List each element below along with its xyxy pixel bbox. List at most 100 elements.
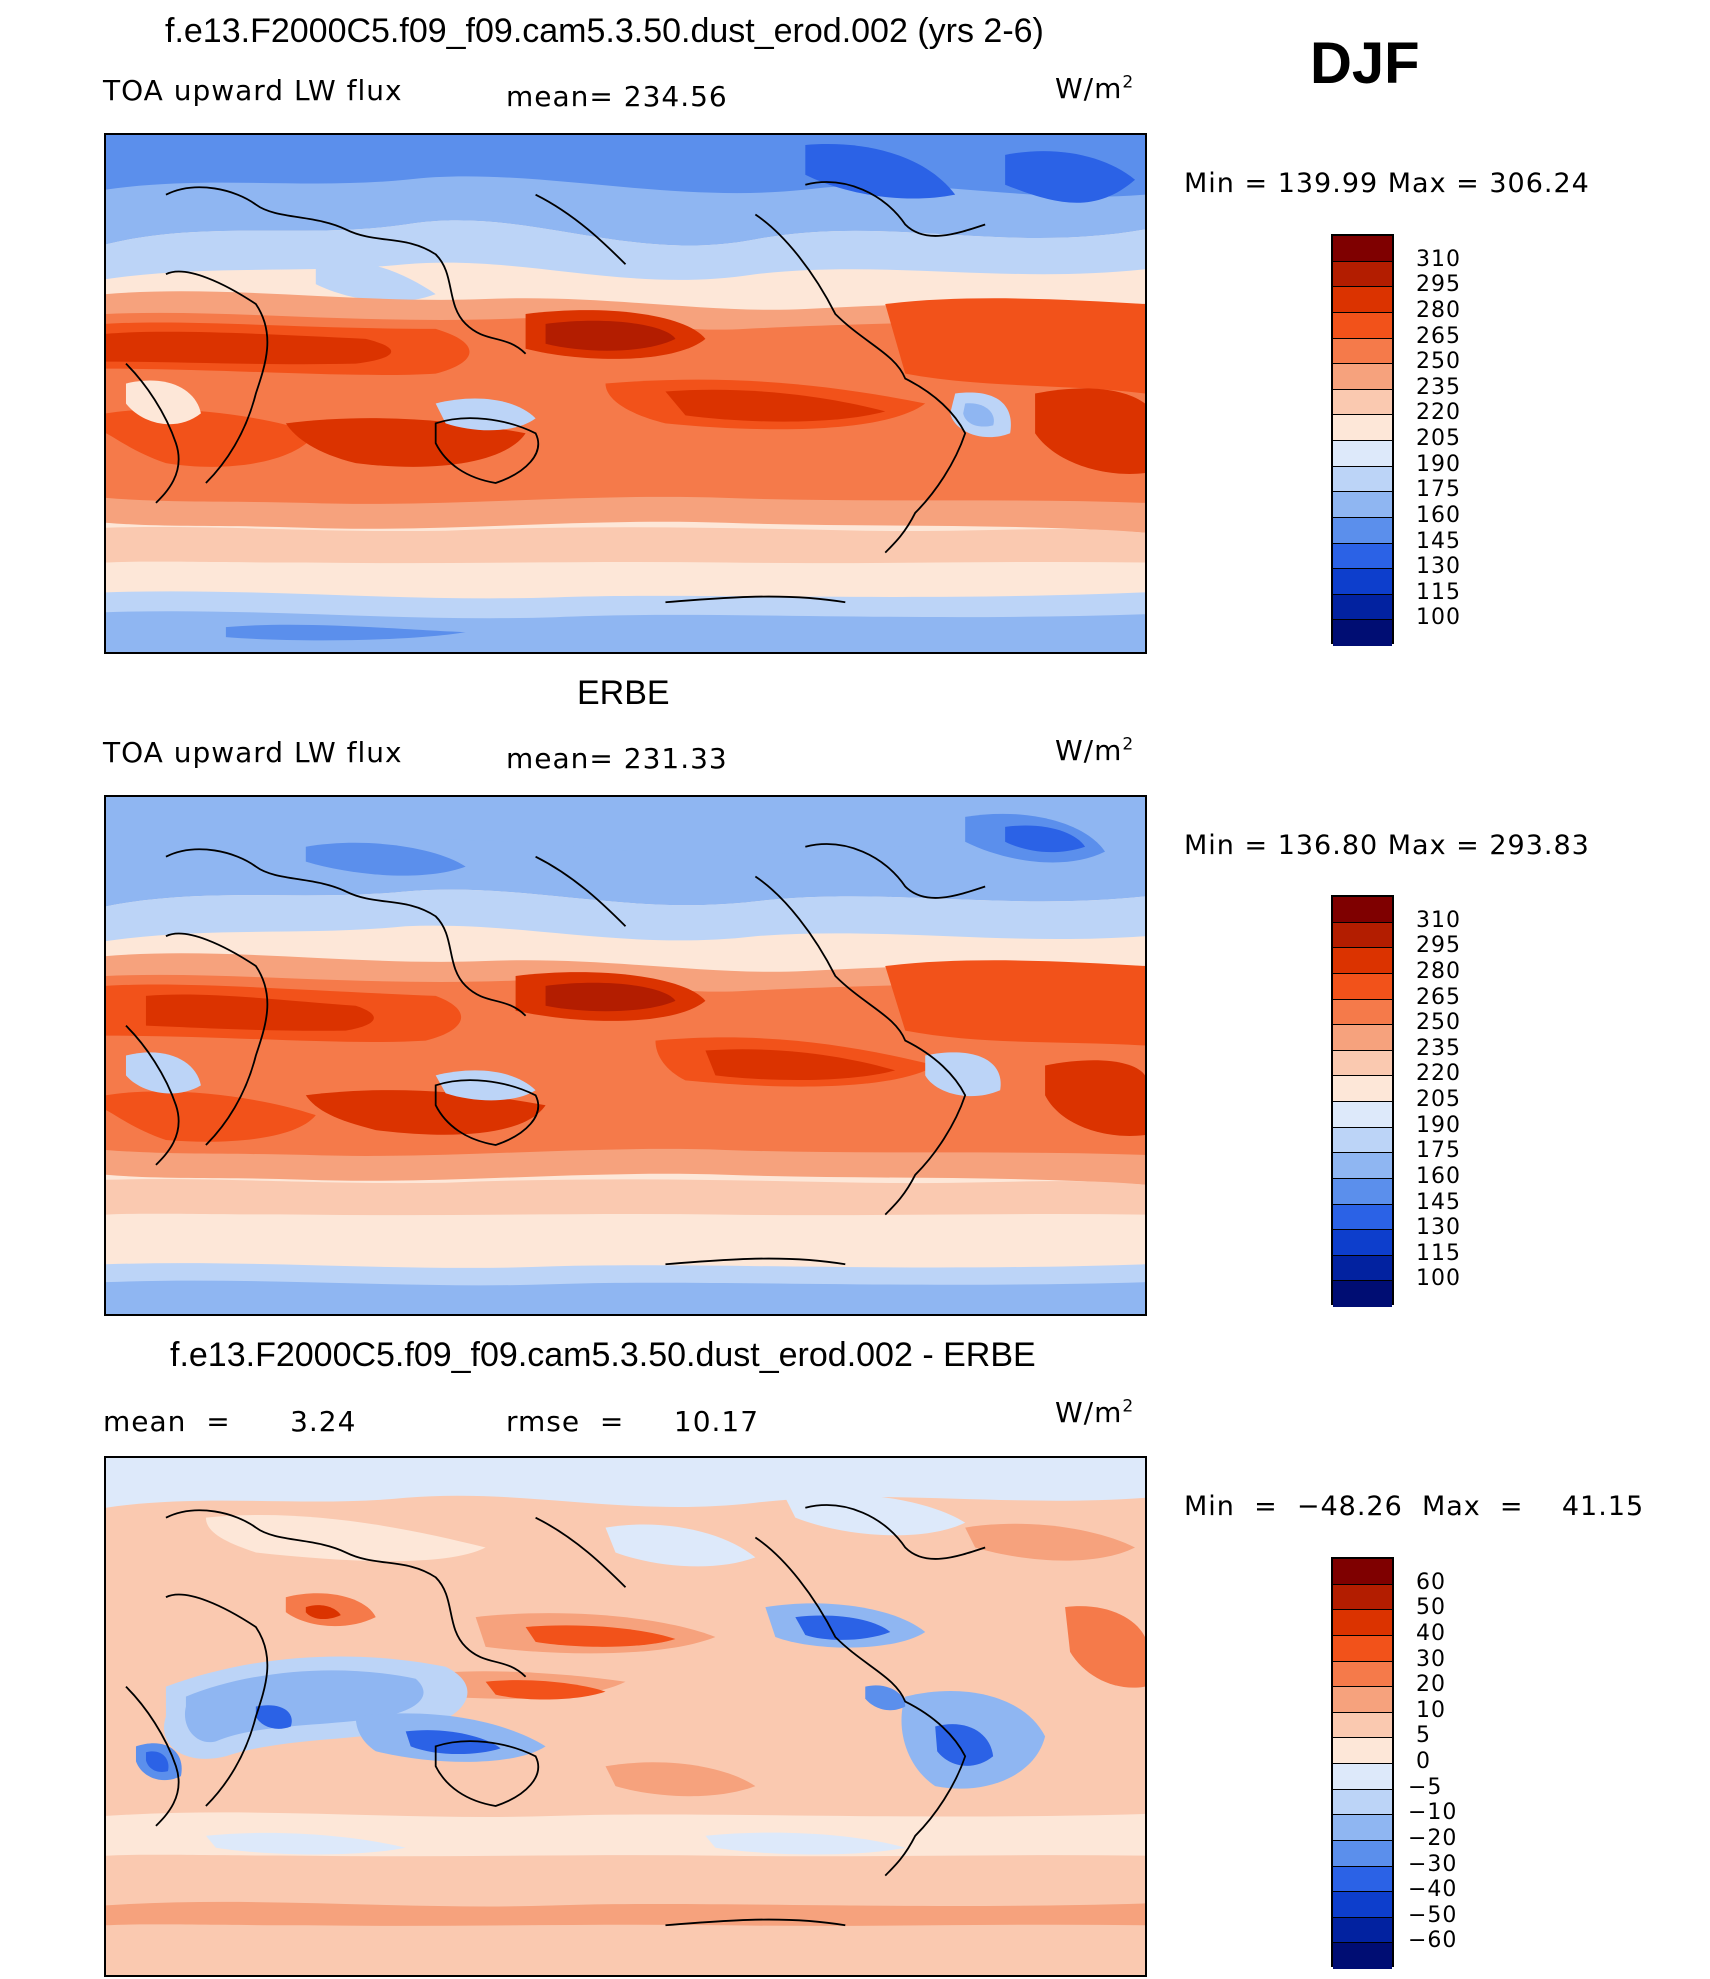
colorbar-swatch — [1333, 973, 1392, 1000]
colorbar-tick-label: 295 — [1416, 272, 1461, 298]
panel1-colorbar — [1331, 234, 1394, 646]
colorbar-tick-label: 0 — [1416, 1749, 1431, 1774]
colorbar-tick-label: −30 — [1408, 1851, 1458, 1877]
colorbar-swatch — [1333, 1025, 1392, 1051]
colorbar-tick-label: 160 — [1416, 1163, 1461, 1189]
colorbar-swatch — [1333, 543, 1392, 570]
colorbar-swatch — [1333, 1584, 1392, 1611]
colorbar-tick-label: 220 — [1416, 400, 1461, 426]
colorbar-swatch — [1333, 1917, 1392, 1944]
colorbar-swatch — [1333, 364, 1392, 390]
colorbar-swatch — [1333, 999, 1392, 1026]
panel3-minmax: Min = −48.26 Max = 41.15 — [1184, 1491, 1645, 1522]
colorbar-tick-label: 30 — [1416, 1646, 1446, 1672]
colorbar-tick-label: 310 — [1416, 907, 1461, 933]
colorbar-swatch — [1333, 1102, 1392, 1128]
colorbar-swatch — [1333, 236, 1392, 262]
colorbar-tick-label: 205 — [1416, 1087, 1461, 1112]
colorbar-tick-label: 115 — [1416, 1240, 1461, 1266]
colorbar-swatch — [1333, 948, 1392, 974]
colorbar-swatch — [1333, 1153, 1392, 1179]
colorbar-tick-label: 145 — [1416, 1189, 1461, 1215]
colorbar-swatch — [1333, 620, 1392, 646]
colorbar-tick-label: 20 — [1416, 1672, 1446, 1698]
colorbar-tick-label: 160 — [1416, 502, 1461, 528]
colorbar-tick-label: −10 — [1408, 1800, 1458, 1826]
colorbar-tick-label: 235 — [1416, 374, 1461, 400]
panel3-units: W/m2 — [1055, 1396, 1135, 1429]
colorbar-tick-label: 265 — [1416, 323, 1461, 349]
colorbar-tick-label: 130 — [1416, 1215, 1461, 1241]
panel1-units: W/m2 — [1055, 72, 1135, 105]
panel3-title: f.e13.F2000C5.f09_f09.cam5.3.50.dust_ero… — [170, 1336, 1036, 1374]
panel1-field — [106, 135, 1145, 652]
colorbar-tick-label: 220 — [1416, 1061, 1461, 1087]
panel2-minmax: Min = 136.80 Max = 293.83 — [1184, 830, 1590, 861]
colorbar-tick-label: 100 — [1416, 1266, 1461, 1292]
colorbar-tick-label: 280 — [1416, 297, 1461, 323]
colorbar-swatch — [1333, 261, 1392, 288]
colorbar-tick-label: 295 — [1416, 933, 1461, 959]
colorbar-swatch — [1333, 441, 1392, 467]
panel2-mean-label: mean= 231.33 — [506, 742, 728, 775]
panel1-title: f.e13.F2000C5.f09_f09.cam5.3.50.dust_ero… — [165, 12, 1044, 50]
panel2-map — [104, 795, 1147, 1316]
colorbar-swatch — [1333, 1635, 1392, 1662]
colorbar-swatch — [1333, 1943, 1392, 1969]
colorbar-swatch — [1333, 922, 1392, 949]
colorbar-tick-label: −40 — [1408, 1877, 1458, 1903]
colorbar-swatch — [1333, 1281, 1392, 1307]
colorbar-swatch — [1333, 1230, 1392, 1256]
colorbar-tick-label: 310 — [1416, 246, 1461, 272]
colorbar-swatch — [1333, 389, 1392, 416]
season-label: DJF — [1310, 31, 1420, 96]
colorbar-tick-label: 175 — [1416, 1138, 1461, 1164]
panel3-field — [106, 1458, 1145, 1975]
colorbar-swatch — [1333, 1610, 1392, 1636]
colorbar-swatch — [1333, 492, 1392, 518]
colorbar-swatch — [1333, 1764, 1392, 1790]
panel1-map — [104, 133, 1147, 654]
colorbar-swatch — [1333, 1050, 1392, 1077]
colorbar-swatch — [1333, 1661, 1392, 1688]
colorbar-swatch — [1333, 1178, 1392, 1205]
colorbar-tick-label: 40 — [1416, 1620, 1446, 1646]
colorbar-tick-label: 235 — [1416, 1035, 1461, 1061]
panel3-colorbar — [1331, 1557, 1394, 1969]
colorbar-swatch — [1333, 1127, 1392, 1154]
panel2-field — [106, 797, 1145, 1314]
colorbar-swatch — [1333, 1815, 1392, 1841]
panel2-colorbar — [1331, 895, 1394, 1307]
colorbar-swatch — [1333, 1738, 1392, 1764]
panel3-map — [104, 1456, 1147, 1977]
colorbar-swatch — [1333, 594, 1392, 621]
colorbar-swatch — [1333, 1076, 1392, 1102]
colorbar-tick-label: 250 — [1416, 1010, 1461, 1036]
colorbar-tick-label: 50 — [1416, 1595, 1446, 1621]
colorbar-tick-label: −5 — [1408, 1774, 1443, 1800]
panel2-units: W/m2 — [1055, 734, 1135, 767]
panel3-mean-label: mean = 3.24 — [103, 1405, 357, 1438]
colorbar-tick-label: −60 — [1408, 1928, 1458, 1954]
colorbar-swatch — [1333, 1204, 1392, 1231]
colorbar-swatch — [1333, 897, 1392, 923]
colorbar-tick-label: 60 — [1416, 1569, 1446, 1595]
panel1-minmax: Min = 139.99 Max = 306.24 — [1184, 168, 1590, 199]
colorbar-tick-label: 250 — [1416, 349, 1461, 375]
colorbar-swatch — [1333, 1687, 1392, 1713]
colorbar-swatch — [1333, 1559, 1392, 1585]
colorbar-swatch — [1333, 1789, 1392, 1816]
colorbar-swatch — [1333, 466, 1392, 493]
panel1-mean-label: mean= 234.56 — [506, 80, 728, 113]
colorbar-swatch — [1333, 569, 1392, 595]
colorbar-tick-label: 190 — [1416, 1112, 1461, 1138]
colorbar-tick-label: 280 — [1416, 958, 1461, 984]
colorbar-tick-label: 10 — [1416, 1697, 1446, 1723]
colorbar-tick-label: −20 — [1408, 1825, 1458, 1851]
colorbar-tick-label: 145 — [1416, 528, 1461, 554]
colorbar-tick-label: 205 — [1416, 426, 1461, 451]
colorbar-tick-label: 265 — [1416, 984, 1461, 1010]
colorbar-tick-label: 115 — [1416, 579, 1461, 605]
colorbar-swatch — [1333, 287, 1392, 313]
colorbar-swatch — [1333, 1255, 1392, 1282]
